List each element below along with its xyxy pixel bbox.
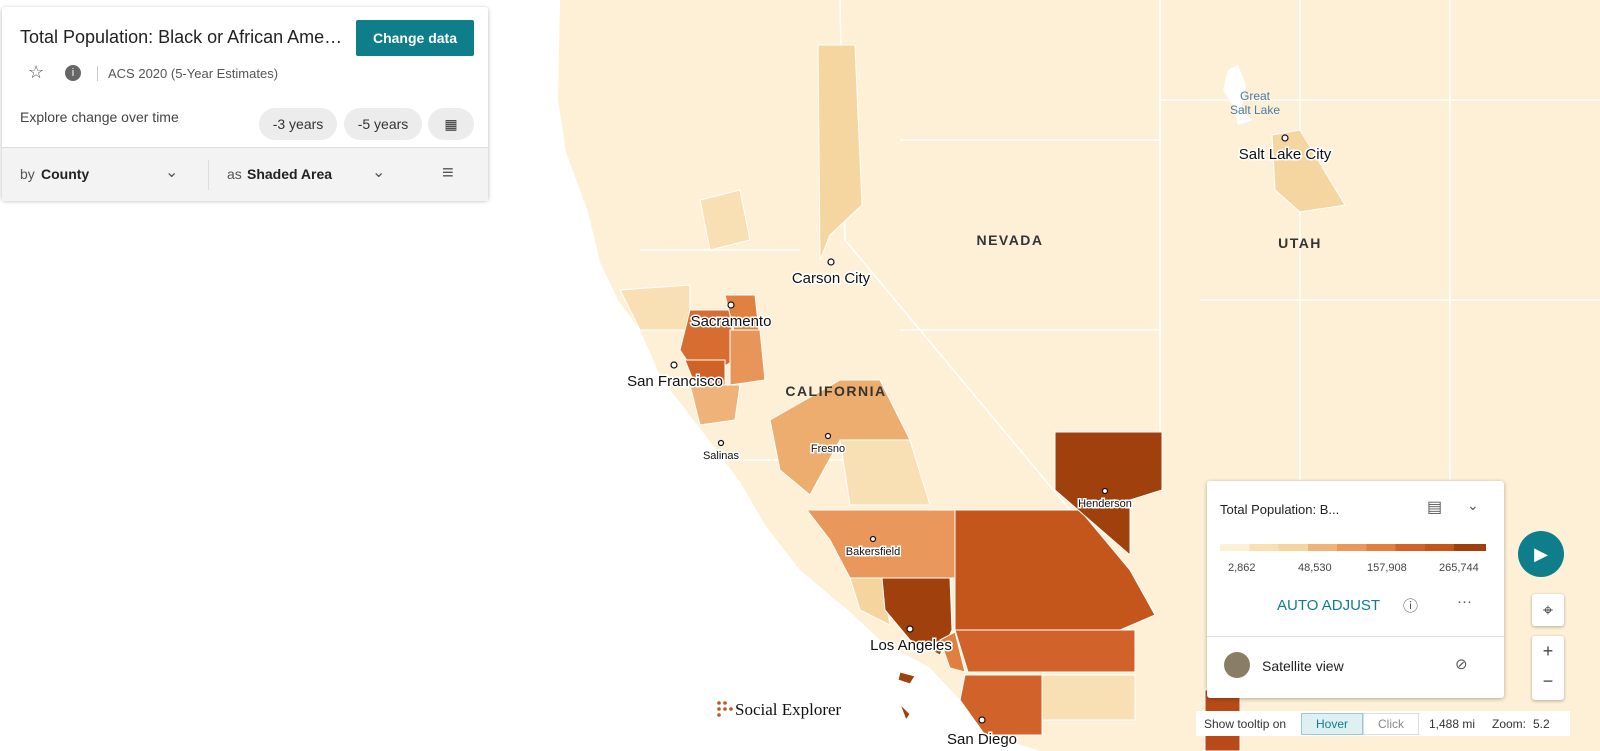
dropdown-icon[interactable]: ⌄ [372,164,386,181]
satellite-thumb [1224,652,1250,678]
zoom-buttons[interactable]: + − [1532,636,1564,700]
city-label: Salinas [703,450,740,462]
city-label: Henderson [1078,498,1132,510]
range-button[interactable]: -5 years [344,108,422,140]
brand-logo [717,701,733,717]
lake-label: Salt Lake [1230,103,1280,117]
city-label: Sacramento [691,313,772,330]
counties [619,44,1346,751]
divider [1207,636,1504,637]
borders [640,0,1600,613]
divider [208,160,209,190]
play-button[interactable]: ▶ [1518,531,1564,577]
scale: 1,488 mi [1429,717,1476,731]
city-label: Los Angeles [870,637,952,654]
lake [1223,65,1253,125]
data-panel: Total Population: Black or African Ame… … [2,7,488,201]
zoom-label: Zoom: [1492,717,1527,731]
city-dots [670,134,1289,724]
tooltip-label: Show tooltip on [1204,717,1287,731]
satellite-label[interactable]: Satellite view [1262,658,1344,674]
panel-footer: by County ⌄ as Shaded Area ⌄ ≡ [2,147,488,201]
state-label: CALIFORNIA [785,383,886,399]
star-icon[interactable]: ☆ [28,62,45,82]
legend-tick: 157,908 [1367,562,1407,574]
as-value[interactable]: Shaded Area [247,166,333,182]
city-label: Bakersfield [846,546,900,558]
legend-panel: Total Population: B... ▤ ⌄ 2,862 48,530 … [1207,481,1504,698]
explore-label: Explore change over time [20,109,179,125]
hover-option[interactable]: Hover [1301,713,1363,735]
locate-button[interactable]: ⌖ [1532,594,1564,626]
lake-label: Great [1240,89,1271,103]
legend-toggle[interactable]: ▤ [1427,499,1443,516]
city-label: Salt Lake City [1239,146,1332,163]
state-label: UTAH [1278,235,1322,251]
legend-bar [1220,544,1486,551]
legend-tick: 265,744 [1439,562,1479,574]
calendar-button[interactable]: ▦ [428,108,474,140]
zoom-value: 5.2 [1533,717,1550,731]
city-label: Carson City [792,270,871,287]
state-label: NEVADA [976,232,1043,248]
click-option[interactable]: Click [1363,713,1419,735]
status-bar: Show tooltip on Hover Click 1,488 mi Zoo… [1196,711,1570,736]
collapse-icon[interactable]: ⌄ [1467,497,1479,513]
legend-tick: 2,862 [1228,562,1256,574]
as-prefix: as [227,166,242,182]
legend-tick: 48,530 [1298,562,1332,574]
brand: Social Explorer [735,700,842,719]
change-data-button[interactable]: Change data [356,20,474,56]
visibility-icon[interactable]: ⊘ [1455,656,1468,673]
auto-adjust-button[interactable]: AUTO ADJUST [1277,597,1381,614]
info-icon[interactable]: ⓘ [1403,598,1419,615]
info-icon[interactable]: i [65,65,81,81]
city-label: San Diego [947,731,1017,748]
city-label: Fresno [811,443,845,455]
by-prefix: by [20,166,35,182]
menu-icon[interactable]: ≡ [442,162,454,184]
city-label: San Francisco [627,373,723,390]
legend-title: Total Population: B... [1220,502,1340,517]
dropdown-icon[interactable]: ⌄ [165,164,179,181]
by-value[interactable]: County [41,166,90,182]
range-button[interactable]: -3 years [259,108,337,140]
panel-title: Total Population: Black or African Ame… [20,27,343,47]
survey: ACS 2020 (5-Year Estimates) [97,66,278,81]
more-icon[interactable]: ··· [1457,593,1472,610]
